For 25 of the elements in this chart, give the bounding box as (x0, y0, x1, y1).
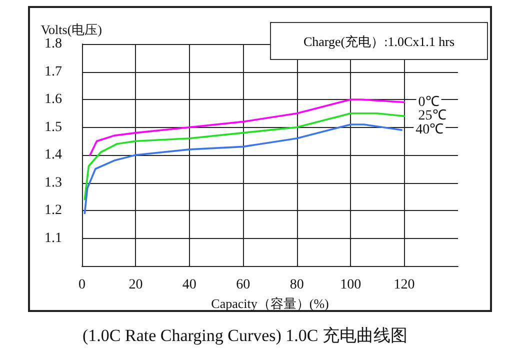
x-tick-label: 60 (236, 278, 250, 292)
y-axis-title: Volts(电压) (40, 22, 102, 37)
line-series (89, 98, 406, 156)
series-label: 25℃ (418, 108, 446, 124)
x-tick-label: 20 (128, 278, 143, 292)
y-tick-label: 1.1 (44, 230, 62, 246)
line-series (84, 124, 402, 214)
x-tick-label: 80 (290, 278, 304, 292)
y-tick-label: 1.7 (44, 64, 62, 80)
series-label: 0℃ (418, 94, 440, 110)
y-tick-label: 1.6 (44, 92, 62, 107)
y-tick-label: 1.8 (44, 36, 62, 52)
x-axis-title: Capacity（容量）(%) (211, 296, 329, 311)
text: (1.0C Rate Charging Curves) 1.0C 充电曲线图 (82, 326, 408, 345)
series-label: 40℃ (416, 122, 444, 138)
y-tick-label: 1.4 (44, 148, 62, 162)
y-tick-label: 1.5 (44, 120, 62, 135)
x-tick-label: 120 (394, 278, 415, 292)
y-tick-label: 1.2 (44, 203, 62, 218)
x-tick-label: 0 (78, 278, 86, 292)
line-series (84, 112, 406, 200)
x-tick-label: 40 (182, 278, 196, 292)
note-box: Charge(充电）:1.0Cx1.1 hrs (270, 22, 488, 60)
y-tick-label: 1.3 (44, 175, 62, 190)
x-tick-label: 100 (340, 278, 362, 292)
